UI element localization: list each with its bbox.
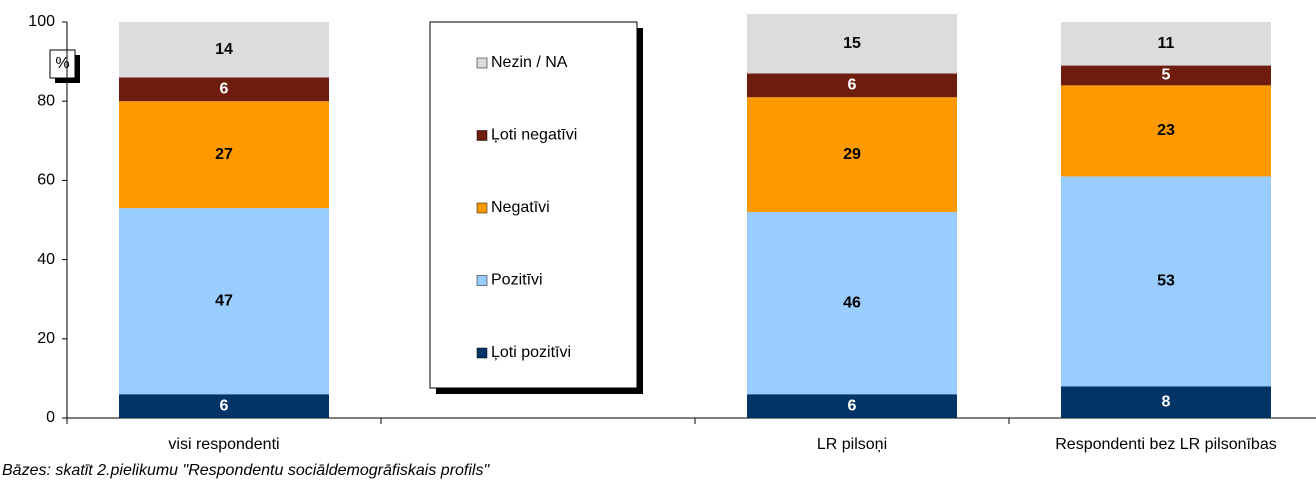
data-label: 29 — [843, 146, 861, 163]
bar-segment — [747, 394, 957, 418]
data-label: 23 — [1157, 122, 1175, 139]
bar-segment — [1061, 386, 1271, 418]
y-tick-label: 0 — [46, 409, 55, 426]
legend-swatch — [476, 202, 488, 214]
data-label: 15 — [843, 35, 861, 52]
data-label: 8 — [1162, 393, 1171, 410]
x-tick-label: LR pilsoņi — [817, 436, 887, 453]
data-label: 46 — [843, 294, 861, 311]
bar-segment — [1061, 65, 1271, 86]
data-label: 11 — [1158, 35, 1175, 52]
y-tick-label: 100 — [28, 13, 55, 30]
data-label: 5 — [1162, 67, 1171, 84]
data-label: 14 — [215, 41, 233, 58]
bar-segment — [119, 208, 329, 395]
x-tick-label: visi respondenti — [168, 436, 279, 453]
legend-label: Negatīvi — [491, 199, 550, 216]
y-tick-label: 80 — [37, 92, 55, 109]
bar-segment — [747, 97, 957, 213]
data-label: 53 — [1157, 273, 1175, 290]
bar-segment — [1061, 176, 1271, 387]
legend-label: Ļoti negatīvi — [491, 127, 577, 144]
y-tick-label: 20 — [37, 330, 55, 347]
x-tick-label: Respondenti bez LR pilsonības — [1055, 436, 1276, 453]
bar-segment — [119, 394, 329, 418]
legend-swatch — [476, 347, 488, 359]
y-tick-label: 60 — [37, 172, 55, 189]
legend-label: Pozitīvi — [491, 272, 543, 289]
data-label: 6 — [220, 397, 229, 414]
bar-segment — [119, 101, 329, 209]
data-label: 47 — [215, 292, 233, 309]
y-tick-label: 40 — [37, 251, 55, 268]
bar-segment — [747, 212, 957, 395]
data-label: 6 — [848, 77, 857, 94]
legend-swatch — [476, 130, 488, 141]
footnote: Bāzes: skatīt 2.pielikumu "Respondentu s… — [2, 462, 490, 479]
data-label: 6 — [220, 81, 229, 98]
bar-segment — [1061, 85, 1271, 177]
y-unit: % — [55, 55, 69, 72]
bar-segment — [747, 14, 957, 74]
bar-segment — [747, 73, 957, 98]
legend — [429, 21, 638, 389]
bar-segment — [1061, 22, 1271, 66]
legend-label: Ļoti pozitīvi — [491, 344, 571, 361]
bar-segment — [119, 22, 329, 78]
legend-swatch — [476, 275, 488, 286]
unit-box — [49, 49, 76, 79]
legend-swatch — [476, 57, 488, 69]
legend-label: Nezin / NA — [491, 54, 568, 71]
data-label: 6 — [848, 397, 857, 414]
bar-segment — [119, 77, 329, 102]
data-label: 27 — [215, 146, 233, 163]
